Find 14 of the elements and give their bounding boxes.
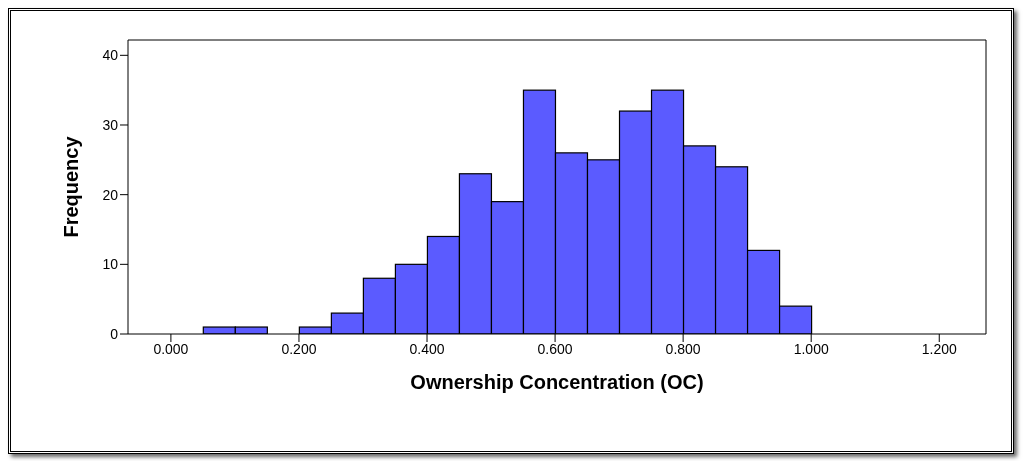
x-tick-label: 1.200: [921, 340, 957, 357]
x-tick-label: 0.400: [409, 340, 445, 357]
x-tick-label: 0.000: [153, 340, 189, 357]
x-tick-label: 0.800: [665, 340, 701, 357]
x-axis-title: Ownership Concentration (OC): [410, 371, 704, 393]
y-tick-label: 10: [102, 256, 119, 273]
y-tick-label: 40: [102, 47, 119, 64]
x-tick-label: 0.600: [537, 340, 573, 357]
y-tick-label: 0: [110, 325, 119, 342]
x-tick-label: 1.000: [793, 340, 829, 357]
y-tick-label: 20: [102, 186, 119, 203]
y-tick-label: 30: [102, 116, 119, 133]
y-axis-title: Frequency: [60, 135, 83, 238]
x-tick-label: 0.200: [281, 340, 317, 357]
